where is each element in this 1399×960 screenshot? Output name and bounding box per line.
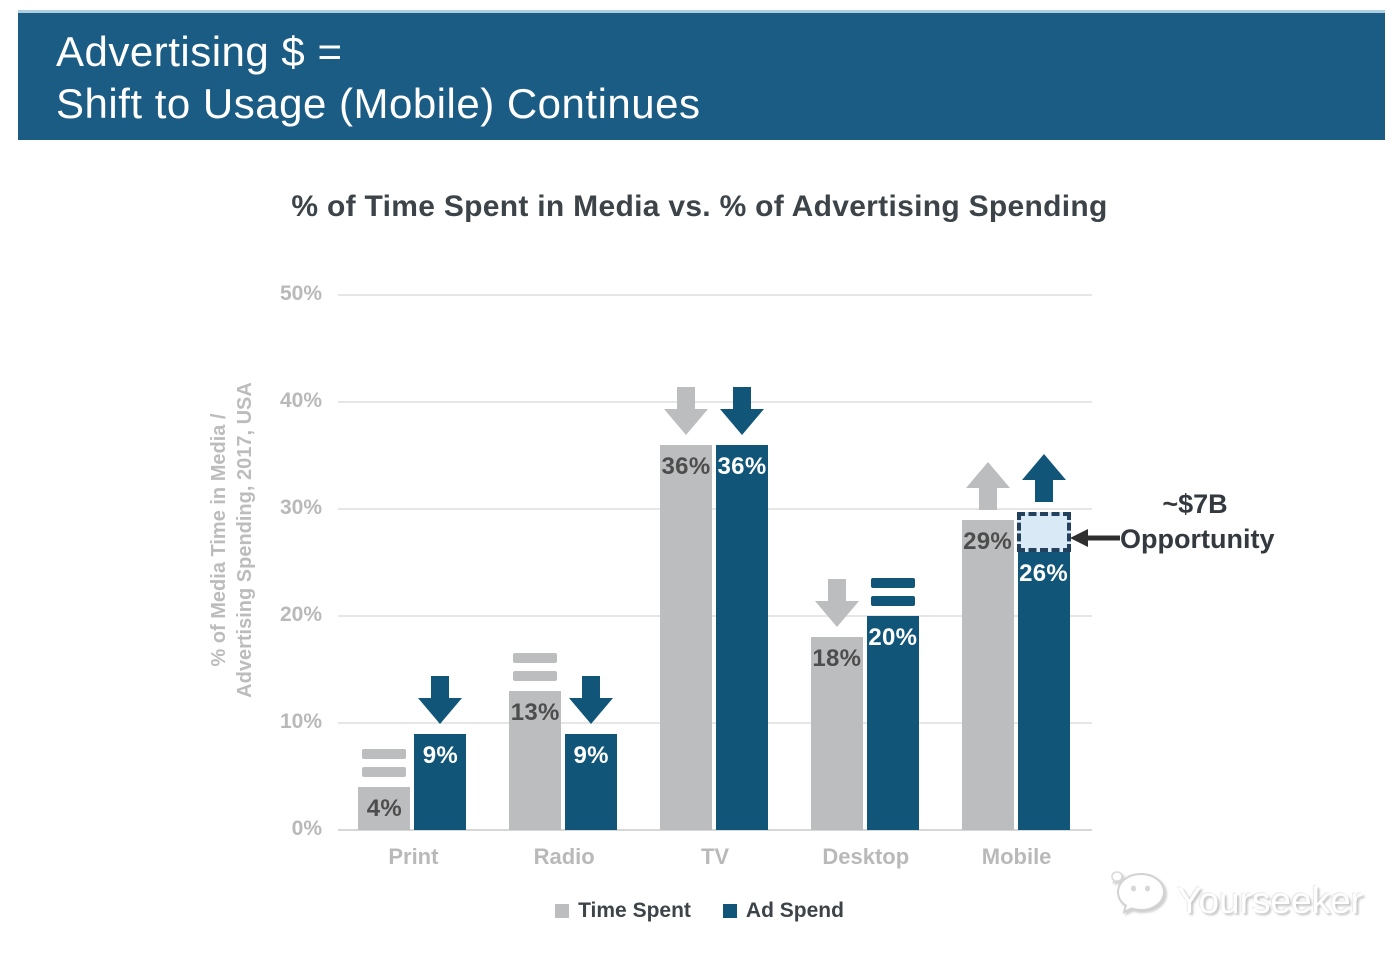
left-arrow-icon: [1070, 527, 1120, 554]
ad-spend-swatch-icon: [722, 904, 737, 918]
bar-value-label: 36%: [661, 452, 711, 480]
bar-tv-time-spent: [660, 444, 712, 830]
bar-value-label: 13%: [510, 698, 560, 726]
gridline-30%: [338, 508, 1092, 510]
y-tick-label-50%: 50%: [279, 282, 322, 305]
bar-print-time-spent: [358, 787, 411, 830]
legend-label-ad-spend: Ad Spend: [745, 899, 844, 922]
bar-print-ad-spend: [414, 733, 467, 830]
bar-value-label: 29%: [963, 527, 1013, 555]
bar-desktop-time-spent: [810, 637, 863, 830]
category-label-radio: Radio: [533, 844, 595, 869]
trend-down-icon: [814, 579, 859, 632]
bar-value-label: 18%: [812, 645, 862, 673]
y-axis-label-line2: Advertising Spending, 2017, USA: [234, 382, 256, 698]
bar-mobile-time-spent: [961, 519, 1014, 830]
bar-value-label: 9%: [573, 741, 609, 769]
trend-down-icon: [720, 386, 764, 440]
y-tick-label-30%: 30%: [279, 496, 322, 519]
gridline-40%: [338, 401, 1092, 403]
trend-up-icon: [965, 461, 1010, 515]
trend-equal-icon: [870, 578, 915, 614]
gridline-20%: [338, 615, 1092, 617]
legend-item-time-spent: Time Spent: [555, 899, 691, 923]
y-tick-label-40%: 40%: [279, 389, 322, 412]
trend-equal-icon: [513, 652, 558, 689]
chart-legend: Time Spent Ad Spend: [0, 899, 1399, 923]
bar-value-label: 26%: [1019, 559, 1069, 587]
category-label-desktop: Desktop: [822, 844, 910, 869]
watermark: Yourseeker: [1111, 870, 1363, 931]
slide-title-banner: Advertising $ = Shift to Usage (Mobile) …: [18, 10, 1385, 140]
bar-desktop-ad-spend: [866, 616, 919, 830]
bar-tv-ad-spend: [716, 444, 768, 830]
bar-value-label: 9%: [422, 741, 459, 769]
gridline-50%: [338, 294, 1092, 296]
gridline-0%: [338, 829, 1092, 831]
trend-equal-icon: [362, 749, 407, 785]
opportunity-label: Opportunity: [1120, 524, 1275, 554]
gridline-10%: [338, 722, 1092, 724]
opportunity-dashed-box: [1016, 512, 1071, 552]
y-axis-label-line1: % of Media Time in Media /: [208, 413, 230, 667]
y-tick-label-0%: 0%: [291, 817, 322, 840]
trend-down-icon: [569, 675, 614, 729]
bar-value-label: 36%: [717, 452, 767, 480]
slide-title-line1: Advertising $ =: [56, 28, 343, 75]
legend-label-time-spent: Time Spent: [578, 899, 691, 922]
y-tick-label-10%: 10%: [279, 710, 322, 733]
y-tick-label-20%: 20%: [279, 603, 322, 626]
category-label-mobile: Mobile: [981, 844, 1052, 869]
legend-item-ad-spend: Ad Spend: [722, 899, 844, 923]
category-label-print: Print: [388, 844, 439, 869]
opportunity-amount: ~$7B: [1162, 489, 1228, 519]
chart-title: % of Time Spent in Media vs. % of Advert…: [291, 190, 1108, 223]
wechat-chat-bubbles-icon: [1111, 870, 1173, 931]
bar-value-label: 20%: [868, 624, 918, 651]
bar-radio-time-spent: [509, 690, 562, 830]
bar-value-label: 4%: [366, 795, 403, 823]
bar-mobile-ad-spend: [1017, 551, 1070, 830]
y-axis-label: % of Media Time in Media / Advertising S…: [206, 382, 258, 698]
trend-down-icon: [664, 386, 708, 440]
category-label-tv: TV: [700, 844, 730, 869]
watermark-text: Yourseeker: [1177, 879, 1363, 921]
opportunity-annotation: ~$7B Opportunity: [1120, 487, 1275, 557]
trend-down-icon: [418, 675, 463, 729]
trend-up-icon: [1021, 454, 1066, 507]
time-spent-swatch-icon: [555, 904, 570, 918]
bar-radio-ad-spend: [565, 733, 618, 830]
slide-title-line2: Shift to Usage (Mobile) Continues: [56, 80, 701, 127]
